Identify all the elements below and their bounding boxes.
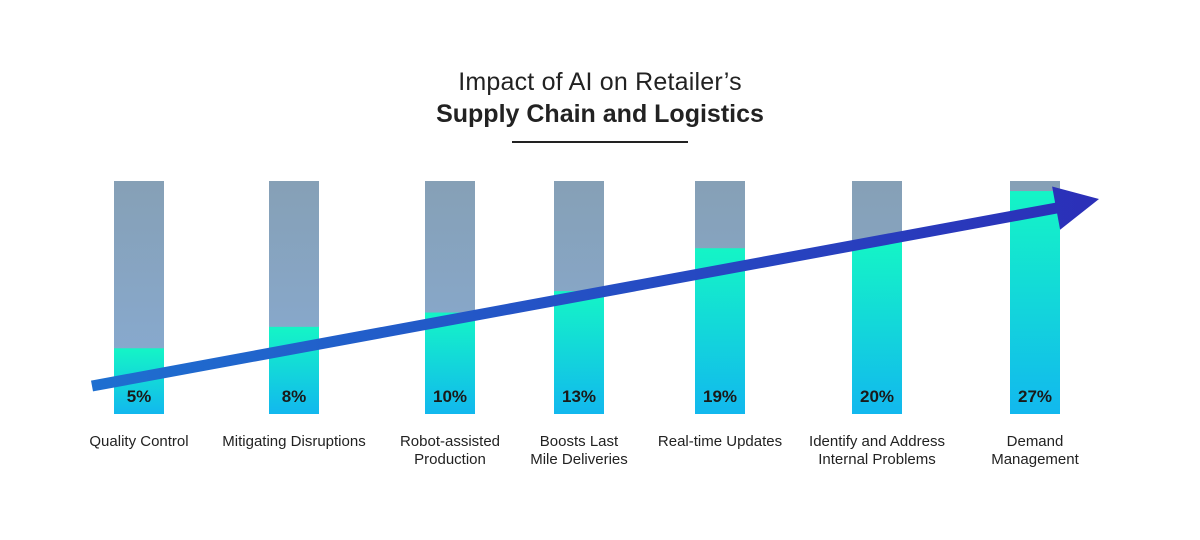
category-label-line: Mile Deliveries — [530, 451, 628, 468]
category-label: Identify and Address Internal Problems — [809, 433, 945, 468]
bar-value-label: 13% — [562, 387, 596, 406]
bar-value-label: 10% — [433, 387, 467, 406]
chart-title: Impact of AI on Retailer’s Supply Chain … — [0, 66, 1200, 130]
category-label-line: Management — [991, 451, 1079, 468]
bar-value-label: 19% — [703, 387, 737, 406]
bar — [852, 241, 902, 414]
category-label: Robot-assisted Production — [400, 433, 500, 468]
category-label-line: Identify and Address — [809, 433, 945, 450]
bar — [554, 291, 604, 414]
bars-group — [114, 181, 1060, 414]
category-label: Demand Management — [991, 433, 1079, 468]
category-label-line: Production — [414, 451, 486, 468]
chart-title-line1: Impact of AI on Retailer’s — [458, 68, 742, 96]
bar-value-label: 8% — [282, 387, 307, 406]
bar-value-label: 20% — [860, 387, 894, 406]
category-label: Boosts Last Mile Deliveries — [530, 433, 628, 468]
bar-value-label: 5% — [127, 387, 152, 406]
category-label-line: Internal Problems — [818, 451, 936, 468]
category-label: Quality Control — [89, 433, 188, 450]
trend-arrow — [91, 186, 1099, 392]
category-label-line: Demand — [1007, 433, 1064, 450]
category-label: Real-time Updates — [658, 433, 782, 450]
category-label-line: Boosts Last — [540, 433, 619, 450]
bar-value-label: 27% — [1018, 387, 1052, 406]
category-label-line: Robot-assisted — [400, 433, 500, 450]
category-label-line: Quality Control — [89, 433, 188, 450]
category-label: Mitigating Disruptions — [222, 433, 365, 450]
labels-group: 5% Quality Control 8% Mitigating Disruption… — [89, 387, 1079, 468]
category-label-line: Real-time Updates — [658, 433, 782, 450]
bar — [425, 312, 475, 414]
trend-arrow-shape — [91, 186, 1099, 392]
chart-title-line2: Supply Chain and Logistics — [436, 100, 764, 128]
bar — [1010, 191, 1060, 414]
category-label-line: Mitigating Disruptions — [222, 433, 365, 450]
title-underline — [512, 141, 688, 143]
